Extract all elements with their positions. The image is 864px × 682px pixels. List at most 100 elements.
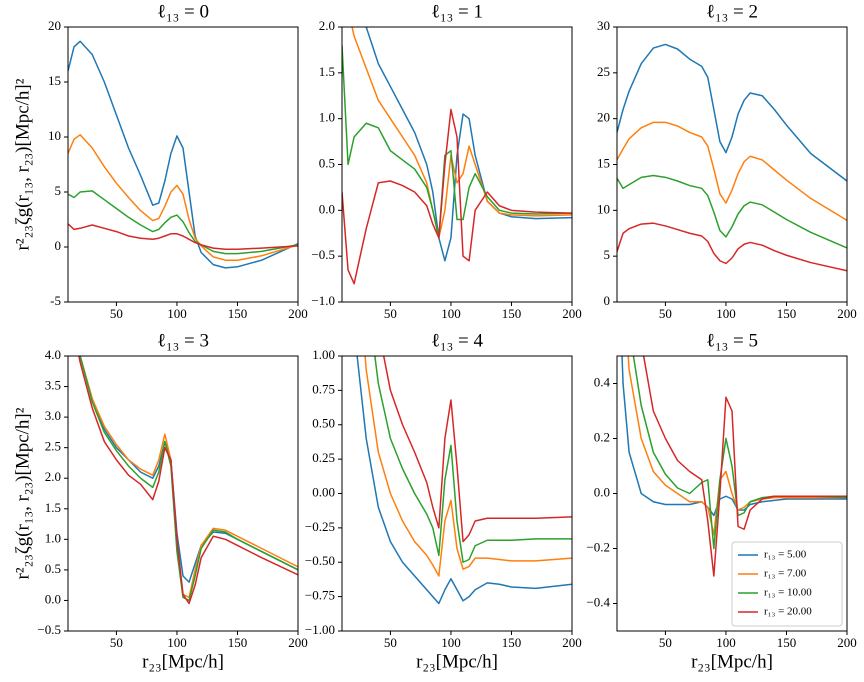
series-line [642, 356, 847, 577]
series-line [382, 356, 572, 543]
y-tick-label: 20 [48, 18, 61, 33]
axes-frame [341, 355, 573, 632]
y-tick-label: 0.0 [594, 484, 610, 499]
y-axis-label: r²₂₃ζg(r₁₃, r₂₃)[Mpc/h]² [12, 78, 33, 250]
y-tick-label: 30 [597, 18, 610, 33]
x-tick-label: 150 [502, 306, 522, 321]
y-tick-label: 20 [597, 110, 610, 125]
x-tick-label: 200 [837, 306, 857, 321]
series-line [68, 134, 298, 261]
axes-frame [67, 355, 299, 632]
y-tick-label: −0.25 [305, 519, 335, 534]
y-tick-label: 0.0 [319, 201, 335, 216]
y-tick-label: 1.0 [319, 110, 335, 125]
x-tick-label: 150 [228, 306, 248, 321]
y-tick-label: 0.25 [312, 450, 335, 465]
x-tick-label: 200 [288, 306, 308, 321]
x-tick-label: 50 [110, 306, 123, 321]
x-tick-label: 50 [384, 635, 397, 650]
x-tick-label: 50 [659, 635, 672, 650]
subplot-title: ℓ₁₃ = 1 [431, 1, 483, 22]
y-tick-label: 1.5 [45, 500, 61, 515]
legend-label: r₁₃ = 10.00 [764, 587, 812, 599]
axes-frame [616, 26, 848, 303]
x-tick-label: 100 [441, 635, 461, 650]
series-line [617, 43, 847, 182]
plot-area [78, 356, 298, 605]
y-tick-label: 10 [48, 128, 61, 143]
y-tick-label: 2.0 [319, 18, 335, 33]
y-tick-label: 2.5 [45, 439, 61, 454]
axes-frame [341, 26, 573, 303]
y-tick-label: 1.00 [312, 347, 335, 362]
y-tick-label: 0.5 [319, 155, 335, 170]
y-tick-label: 0.2 [594, 429, 610, 444]
x-tick-label: 200 [837, 635, 857, 650]
series-line [617, 222, 847, 272]
y-tick-label: 15 [48, 73, 61, 88]
y-tick-label: 5 [604, 247, 611, 262]
series-line [627, 356, 847, 536]
subplot-title: ℓ₁₃ = 5 [706, 330, 758, 351]
y-tick-label: −0.75 [305, 588, 335, 603]
series-line [79, 356, 298, 599]
series-line [617, 174, 847, 249]
subplot-title: ℓ₁₃ = 0 [157, 1, 209, 22]
y-tick-label: 10 [597, 201, 610, 216]
x-tick-label: 100 [167, 306, 187, 321]
x-tick-label: 200 [562, 635, 582, 650]
x-tick-label: 50 [110, 635, 123, 650]
x-axis-label: r₂₃[Mpc/h] [416, 651, 498, 672]
y-tick-label: −0.4 [586, 594, 610, 609]
series-line [78, 356, 298, 605]
y-tick-label: −1.0 [311, 293, 335, 308]
y-tick-label: -5 [50, 293, 61, 308]
y-tick-label: 3.0 [45, 408, 61, 423]
y-tick-label: 3.5 [45, 378, 61, 393]
legend-label: r₁₃ = 5.00 [764, 549, 807, 561]
plot-area [621, 356, 847, 577]
series-line [374, 356, 572, 563]
plot-area [617, 43, 847, 272]
y-tick-label: 0.4 [594, 374, 611, 389]
series-line [68, 223, 298, 250]
x-axis-label: r₂₃[Mpc/h] [142, 651, 224, 672]
x-tick-label: 50 [384, 306, 397, 321]
series-line [356, 356, 572, 605]
y-tick-label: 5 [55, 183, 62, 198]
plot-area [342, 27, 572, 285]
x-tick-label: 100 [716, 635, 736, 650]
plot-area [68, 40, 298, 269]
y-tick-label: 0.00 [312, 484, 335, 499]
series-line [68, 40, 298, 269]
legend-box [731, 541, 843, 627]
legend-label: r₁₃ = 7.00 [764, 568, 807, 580]
y-tick-label: −0.2 [586, 539, 610, 554]
series-line [351, 27, 572, 239]
x-tick-label: 100 [716, 306, 736, 321]
subplot-title: ℓ₁₃ = 3 [157, 330, 209, 351]
y-tick-label: 0.75 [312, 381, 335, 396]
x-tick-label: 150 [502, 635, 522, 650]
x-tick-label: 100 [441, 306, 461, 321]
x-tick-label: 200 [288, 635, 308, 650]
axes-frame [67, 26, 299, 303]
x-tick-label: 200 [562, 306, 582, 321]
x-tick-label: 150 [777, 306, 797, 321]
y-tick-label: 15 [597, 155, 610, 170]
x-tick-label: 150 [777, 635, 797, 650]
series-line [342, 108, 572, 285]
y-tick-label: −0.5 [311, 247, 335, 262]
x-axis-label: r₂₃[Mpc/h] [691, 651, 773, 672]
subplot-title: ℓ₁₃ = 4 [431, 330, 484, 351]
y-tick-label: 1.0 [45, 530, 61, 545]
axes-frame [616, 355, 848, 632]
y-tick-label: 1.5 [319, 64, 335, 79]
subplot-title: ℓ₁₃ = 2 [706, 1, 758, 22]
y-tick-label: 0.5 [45, 561, 61, 576]
y-tick-label: 2.0 [45, 469, 61, 484]
y-tick-label: −0.5 [37, 622, 61, 637]
x-tick-label: 150 [228, 635, 248, 650]
y-tick-label: −0.50 [305, 553, 335, 568]
